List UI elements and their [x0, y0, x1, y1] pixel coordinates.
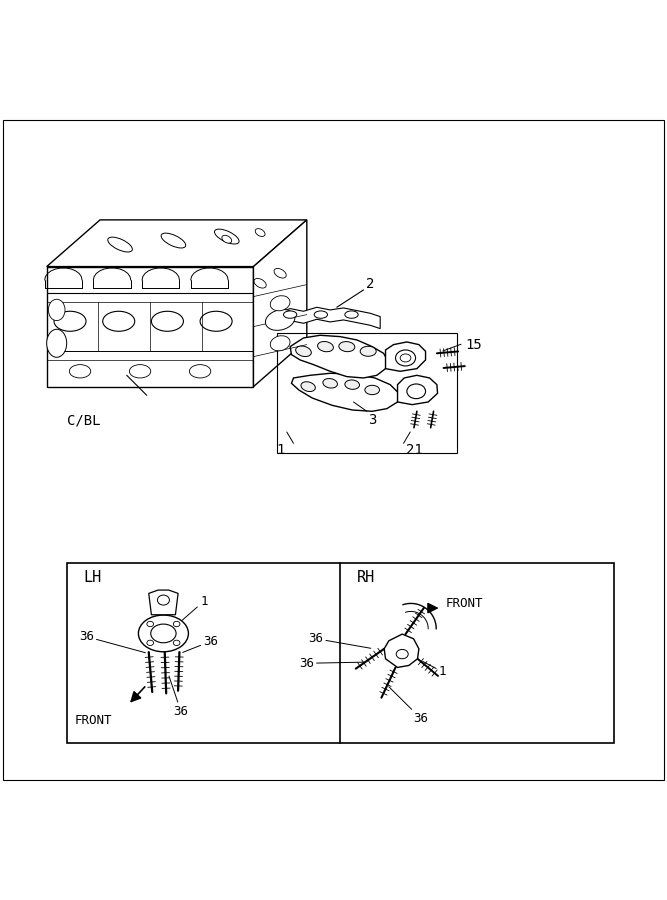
Text: RH: RH: [357, 570, 375, 585]
Ellipse shape: [400, 354, 411, 362]
Ellipse shape: [173, 621, 180, 626]
Ellipse shape: [270, 336, 290, 351]
Polygon shape: [47, 266, 253, 387]
Text: 36: 36: [169, 676, 188, 718]
Ellipse shape: [139, 615, 189, 652]
Text: 1: 1: [423, 662, 446, 679]
Ellipse shape: [49, 300, 65, 320]
Polygon shape: [253, 220, 307, 387]
Ellipse shape: [189, 364, 211, 378]
Ellipse shape: [274, 268, 286, 278]
Text: 1: 1: [277, 444, 285, 457]
Ellipse shape: [396, 650, 408, 659]
Ellipse shape: [157, 595, 169, 605]
Ellipse shape: [147, 621, 153, 626]
Ellipse shape: [396, 350, 416, 366]
Ellipse shape: [200, 311, 232, 331]
Ellipse shape: [47, 329, 67, 357]
Polygon shape: [386, 342, 426, 372]
Ellipse shape: [129, 364, 151, 378]
Ellipse shape: [339, 342, 355, 352]
Polygon shape: [277, 307, 380, 328]
Text: 1: 1: [182, 595, 207, 620]
Text: FRONT: FRONT: [446, 597, 483, 610]
Polygon shape: [290, 336, 388, 378]
Ellipse shape: [317, 341, 334, 352]
Ellipse shape: [147, 640, 153, 645]
Ellipse shape: [222, 235, 231, 243]
Ellipse shape: [407, 384, 426, 399]
Ellipse shape: [323, 379, 338, 388]
Text: 36: 36: [389, 687, 428, 725]
Ellipse shape: [255, 229, 265, 237]
Text: 21: 21: [406, 444, 422, 457]
Text: FRONT: FRONT: [75, 714, 112, 727]
Text: 2: 2: [366, 277, 374, 292]
Ellipse shape: [295, 346, 311, 356]
Ellipse shape: [360, 346, 376, 356]
Ellipse shape: [314, 310, 327, 319]
Polygon shape: [291, 374, 399, 411]
Ellipse shape: [161, 233, 185, 248]
Ellipse shape: [254, 278, 266, 288]
Bar: [277, 333, 457, 454]
Polygon shape: [398, 375, 438, 405]
Ellipse shape: [345, 310, 358, 319]
Ellipse shape: [103, 311, 135, 331]
Ellipse shape: [270, 296, 290, 310]
Text: LH: LH: [83, 570, 101, 585]
Polygon shape: [47, 220, 307, 266]
Ellipse shape: [108, 237, 132, 252]
Ellipse shape: [69, 364, 91, 378]
Polygon shape: [384, 634, 419, 668]
Ellipse shape: [151, 624, 176, 643]
Polygon shape: [149, 590, 178, 615]
Text: 36: 36: [79, 630, 145, 652]
Ellipse shape: [283, 310, 297, 319]
Text: 36: 36: [183, 634, 218, 652]
Text: C/BL: C/BL: [67, 413, 100, 428]
Text: 15: 15: [465, 338, 482, 352]
Ellipse shape: [173, 640, 180, 645]
Ellipse shape: [151, 311, 183, 331]
Text: 3: 3: [368, 412, 377, 427]
Ellipse shape: [54, 311, 86, 331]
Ellipse shape: [215, 230, 239, 244]
Ellipse shape: [345, 380, 360, 390]
Ellipse shape: [301, 382, 315, 392]
Text: 36: 36: [299, 657, 364, 670]
Ellipse shape: [365, 385, 380, 394]
Ellipse shape: [265, 310, 295, 330]
Text: 36: 36: [308, 632, 371, 648]
Bar: [67, 563, 614, 743]
